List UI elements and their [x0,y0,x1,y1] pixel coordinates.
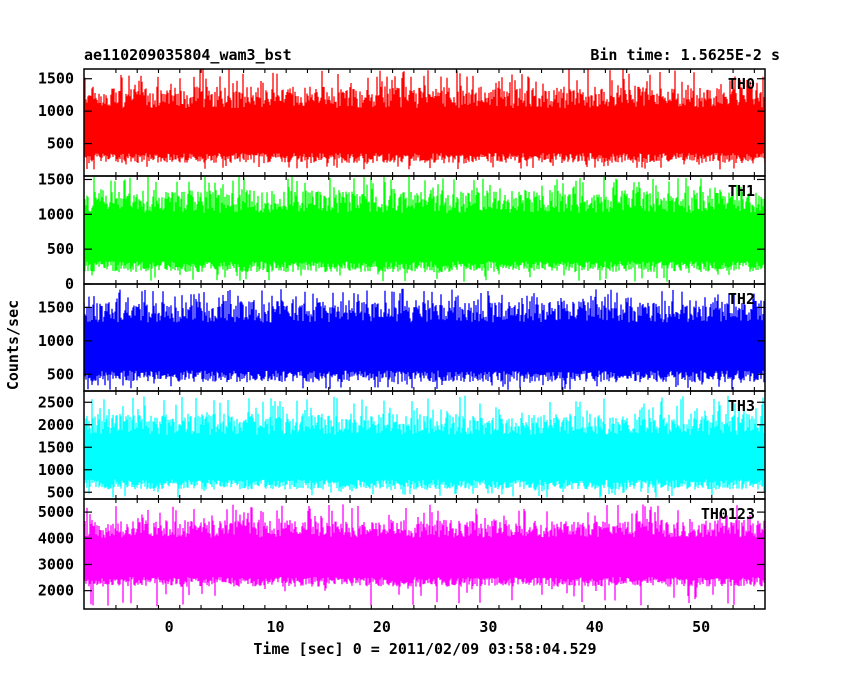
panel-label-th1: TH1 [728,182,755,200]
series-th0123-line [84,504,765,607]
panel-th0123: 2000 3000 4000 5000 TH0123 [38,498,766,610]
panel-th3: 500 1000 1500 2000 2500 TH3 [38,390,766,501]
y-tick-label: 2000 [38,582,74,600]
y-tick-label: 1000 [38,205,74,223]
x-tick-label: 10 [267,618,285,636]
y-tick-label: 2500 [38,393,74,411]
panels-group: 500 1000 1500 TH0 0 500 1000 1500 TH1 500 1000 1500… [38,68,766,610]
chart-title: ae110209035804_wam3_bst [84,46,292,64]
y-tick-label: 1000 [38,332,74,350]
y-tick-label: 0 [65,275,74,293]
y-tick-label: 1000 [38,461,74,479]
y-tick-label: 500 [47,483,74,501]
y-tick-label: 1500 [38,170,74,188]
y-tick-label: 4000 [38,529,74,547]
bin-time-label: Bin time: 1.5625E-2 s [590,46,780,64]
x-tick-label: 30 [479,618,497,636]
series-th0-line [84,69,765,170]
panel-frame [83,498,766,610]
y-tick-label: 1500 [38,438,74,456]
y-tick-label: 500 [47,135,74,153]
x-tick-label: 0 [165,618,174,636]
x-axis-label: Time [sec] 0 = 2011/02/09 03:58:04.529 [253,640,596,658]
y-axis-label: Counts/sec [4,300,22,390]
y-tick-label: 3000 [38,555,74,573]
panel-label-th0123: TH0123 [701,505,755,523]
x-axis: 0 10 20 30 40 50 [165,618,711,636]
x-tick-label: 20 [373,618,391,636]
series-th3-line [84,395,765,498]
panel-th0: 500 1000 1500 TH0 [38,68,766,177]
x-tick-label: 40 [586,618,604,636]
y-tick-label: 1500 [38,70,74,88]
panel-th2: 500 1000 1500 TH2 [38,283,766,392]
y-tick-label: 5000 [38,503,74,521]
y-tick-label: 500 [47,240,74,258]
panel-label-th2: TH2 [728,290,755,308]
series-th2-line [84,288,765,390]
y-tick-label: 1500 [38,298,74,316]
series-th1-line [84,176,765,282]
panel-th1: 0 500 1000 1500 TH1 [38,170,766,293]
panel-label-th3: TH3 [728,397,755,415]
y-tick-label: 2000 [38,416,74,434]
x-tick-label: 50 [692,618,710,636]
panel-label-th0: TH0 [728,75,755,93]
y-tick-label: 500 [47,365,74,383]
y-tick-label: 1000 [38,102,74,120]
